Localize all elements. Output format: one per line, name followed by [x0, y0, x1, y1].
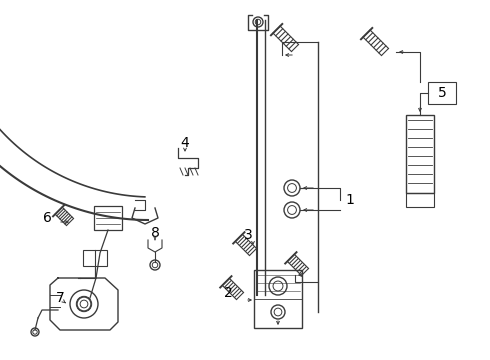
Text: 5: 5: [438, 86, 446, 100]
Bar: [428, 82, 456, 104]
Bar: [406, 193, 434, 207]
Bar: [254, 270, 302, 328]
Text: 8: 8: [150, 226, 159, 240]
Text: 4: 4: [181, 136, 189, 150]
Bar: [83, 250, 107, 266]
Bar: [94, 206, 122, 230]
Bar: [406, 115, 434, 193]
Text: 6: 6: [43, 211, 51, 225]
Text: 2: 2: [223, 286, 232, 300]
Text: 3: 3: [244, 228, 252, 242]
Text: 1: 1: [345, 193, 354, 207]
Text: 7: 7: [56, 291, 64, 305]
